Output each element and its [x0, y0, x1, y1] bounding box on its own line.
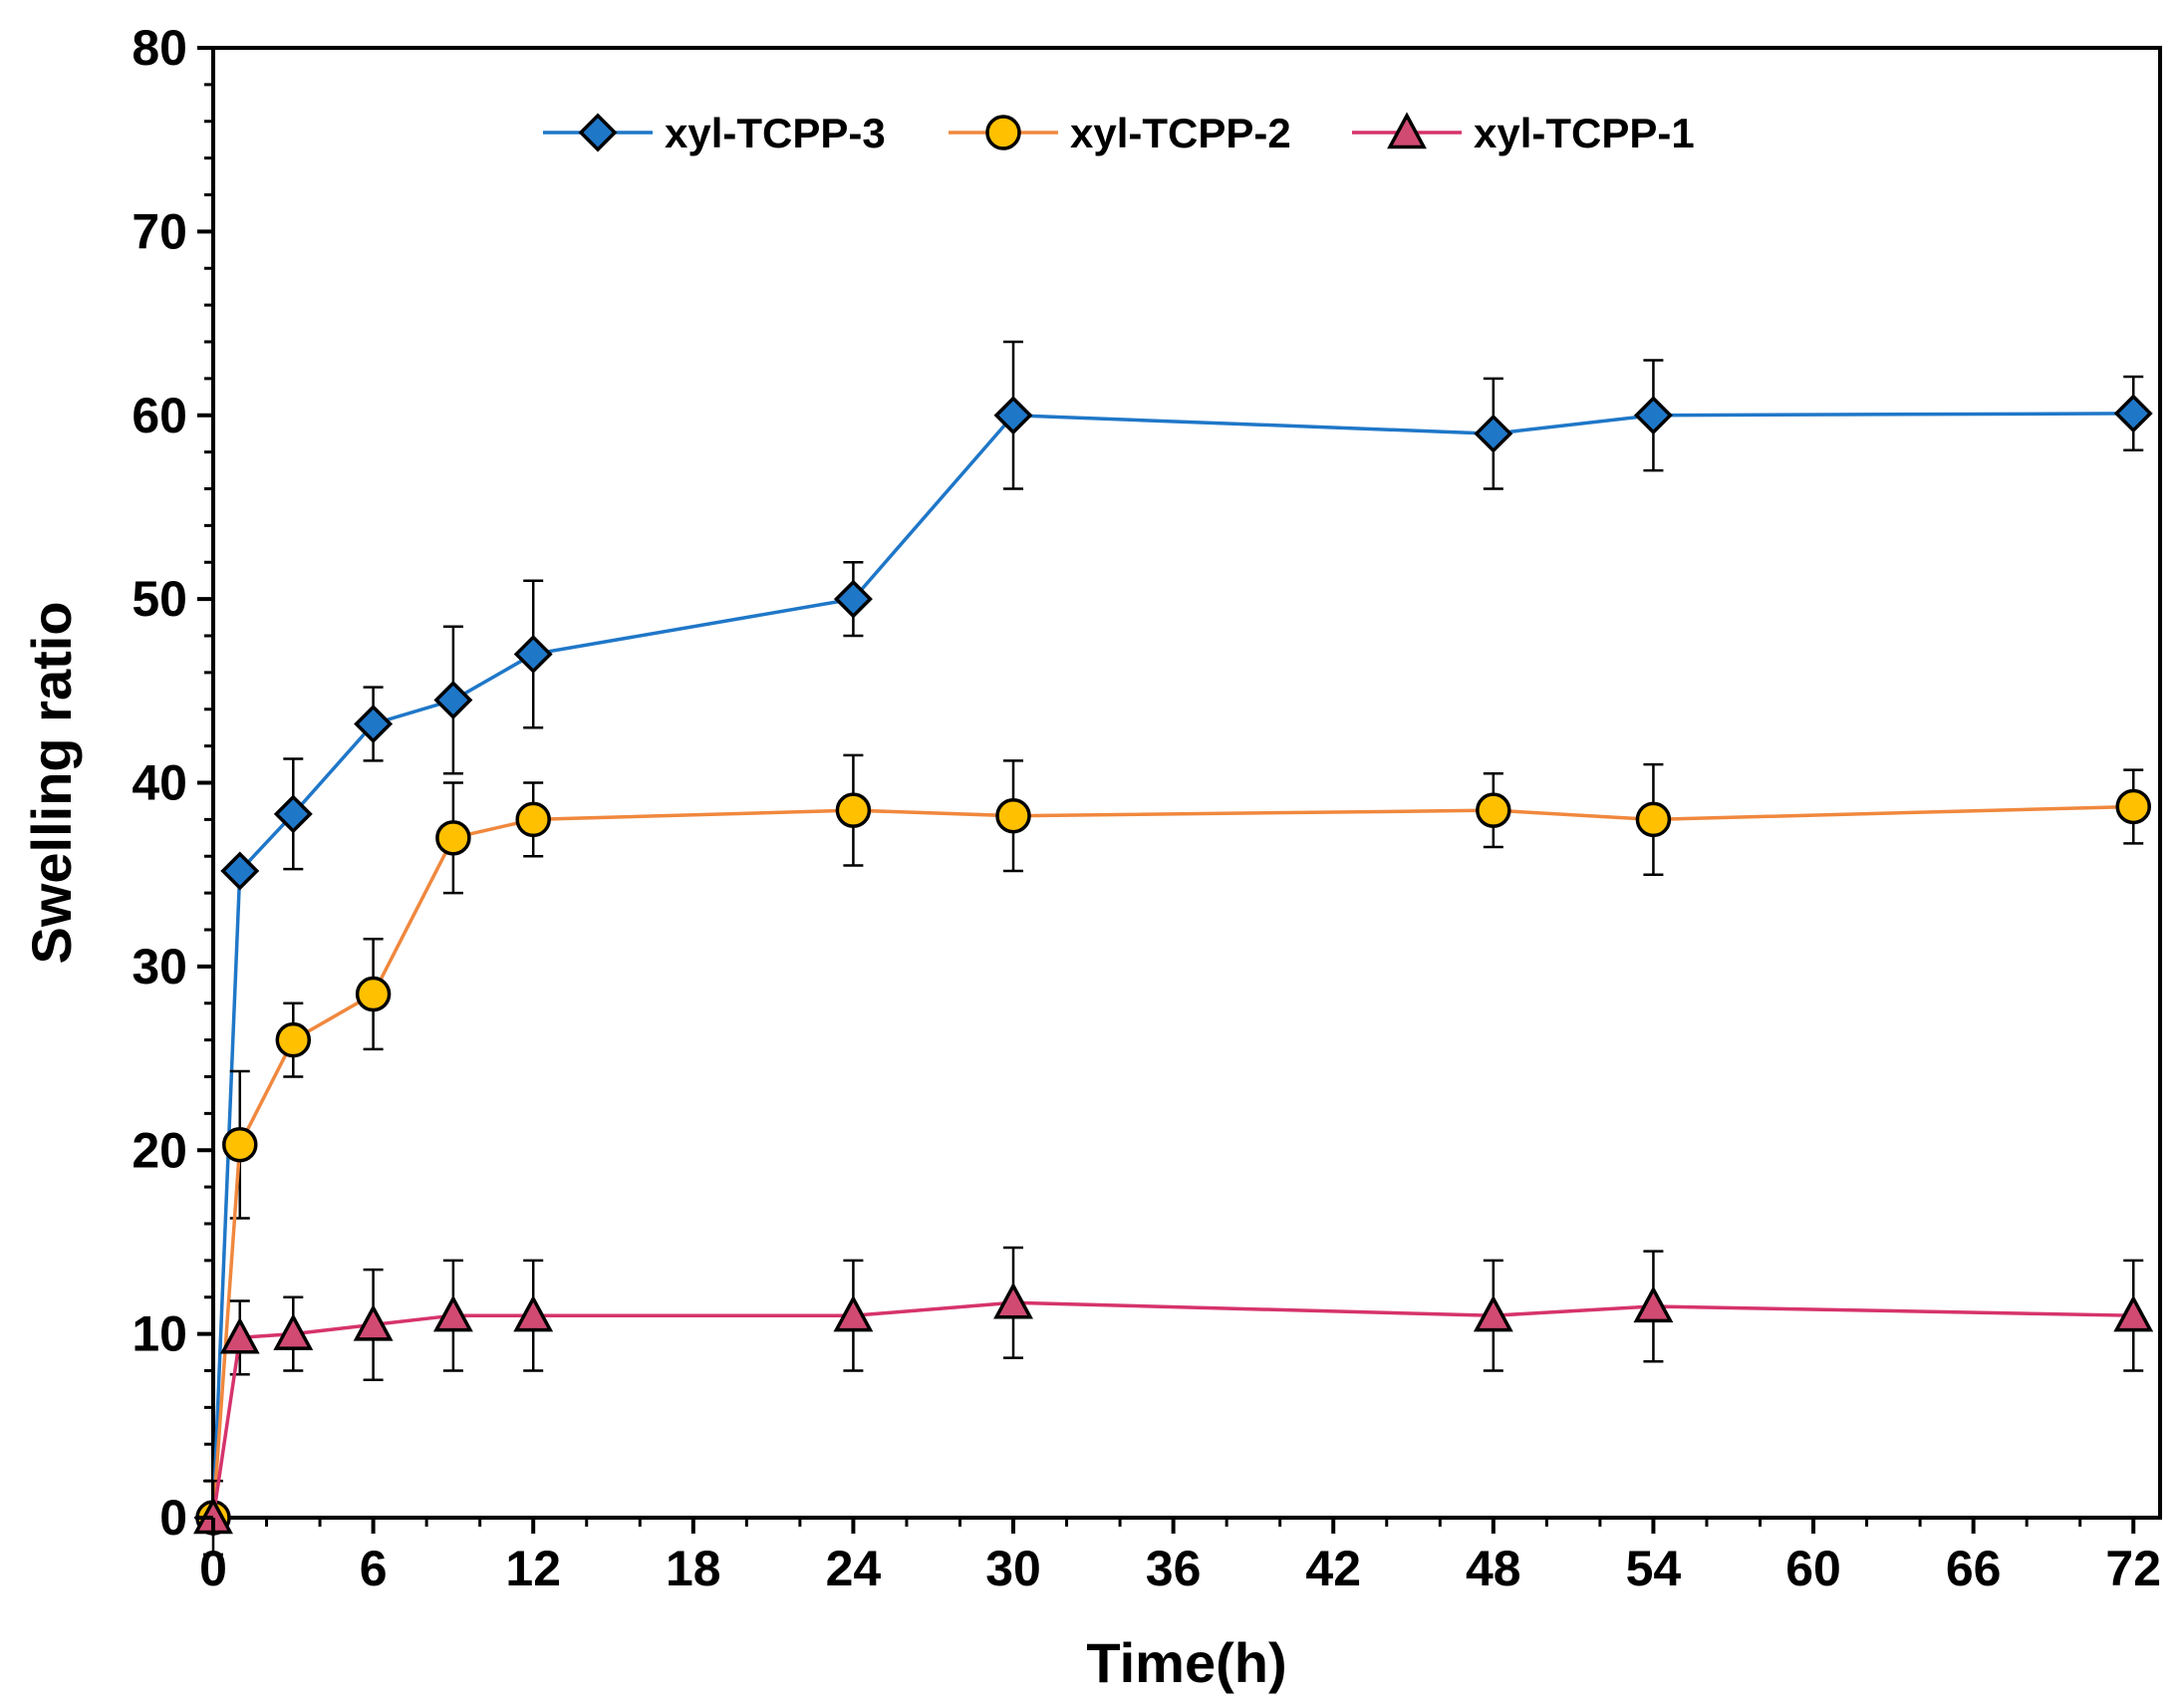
- data-point: [995, 797, 1031, 834]
- data-point: [833, 1294, 874, 1332]
- legend: xyl-TCPP-3 xyl-TCPP-2 xyl-TCPP-1: [543, 110, 1695, 156]
- data-point: [219, 1316, 260, 1354]
- data-point: [432, 1294, 473, 1332]
- x-tick-label: 54: [1626, 1541, 1682, 1596]
- series-xyl-TCPP-3: [193, 340, 2153, 1538]
- y-tick-label: 60: [132, 388, 187, 443]
- plot-frame: [211, 46, 2162, 1520]
- plot-border: [211, 46, 2162, 1520]
- x-tick-label: 42: [1305, 1541, 1361, 1596]
- x-tick-label: 6: [360, 1541, 388, 1596]
- series-xyl-TCPP-2: [195, 753, 2151, 1536]
- data-point: [353, 1303, 394, 1341]
- y-tick-label: 20: [132, 1122, 187, 1178]
- data-point: [1633, 1285, 1674, 1323]
- data-point: [2113, 1294, 2154, 1332]
- y-tick-label: 70: [132, 203, 187, 259]
- x-tick-label: 48: [1466, 1541, 1521, 1596]
- data-point: [993, 1281, 1033, 1319]
- data-point: [835, 792, 872, 828]
- legend-label: xyl-TCPP-1: [1474, 110, 1695, 156]
- legend-marker: [985, 115, 1021, 150]
- data-point: [2113, 394, 2153, 433]
- y-axis-title: Swelling ratio: [20, 601, 83, 964]
- legend-marker: [578, 113, 618, 152]
- data-point: [220, 851, 260, 891]
- x-tick-label: 18: [666, 1541, 721, 1596]
- x-tick-label: 36: [1146, 1541, 1202, 1596]
- y-tick-label: 0: [159, 1490, 187, 1546]
- data-point: [2115, 788, 2151, 825]
- x-tick-label: 0: [199, 1541, 227, 1596]
- data-point: [513, 1294, 554, 1332]
- data-point: [515, 801, 551, 838]
- x-tick-label: 30: [985, 1541, 1041, 1596]
- data-point: [435, 820, 471, 856]
- x-tick-label: 60: [1785, 1541, 1841, 1596]
- data-point: [275, 1021, 312, 1058]
- data-point: [355, 976, 392, 1012]
- data-point: [433, 681, 473, 720]
- y-tick-label: 40: [132, 755, 187, 811]
- legend-marker: [1387, 112, 1427, 149]
- y-tick-label: 50: [132, 571, 187, 627]
- legend-label: xyl-TCPP-3: [665, 110, 886, 156]
- axes-layer: 0 10 20 30 40 50 60 70 80 0 6 12 18 24 30 36 42 48 54 60 66 7…: [132, 20, 2161, 1596]
- x-tick-label: 72: [2105, 1541, 2161, 1596]
- data-point: [354, 705, 394, 743]
- data-point: [513, 634, 553, 674]
- y-tick-label: 80: [132, 20, 187, 76]
- x-tick-label: 66: [1946, 1541, 2002, 1596]
- data-point: [1635, 801, 1672, 838]
- data-point: [833, 579, 873, 619]
- series-layer: [193, 340, 2154, 1557]
- data-point: [1476, 792, 1511, 828]
- series-xyl-TCPP-1: [193, 1246, 2154, 1557]
- data-point: [273, 794, 313, 834]
- legend-item: xyl-TCPP-3: [543, 110, 886, 156]
- series-line: [211, 412, 2134, 1519]
- legend-item: xyl-TCPP-1: [1352, 110, 1695, 156]
- legend-label: xyl-TCPP-2: [1070, 110, 1291, 156]
- x-tick-label: 12: [505, 1541, 561, 1596]
- data-point: [222, 1126, 258, 1163]
- legend-item: xyl-TCPP-2: [949, 110, 1291, 156]
- series-line: [211, 804, 2134, 1519]
- y-tick-label: 30: [132, 939, 187, 995]
- data-point: [1474, 414, 1513, 453]
- data-point: [993, 396, 1033, 435]
- data-point: [1473, 1294, 1513, 1332]
- y-tick-label: 10: [132, 1306, 187, 1362]
- x-tick-label: 24: [826, 1541, 882, 1596]
- data-point: [273, 1312, 314, 1350]
- series-line: [211, 1300, 2134, 1519]
- x-axis-title: Time(h): [1086, 1631, 1286, 1694]
- data-point: [1633, 396, 1673, 435]
